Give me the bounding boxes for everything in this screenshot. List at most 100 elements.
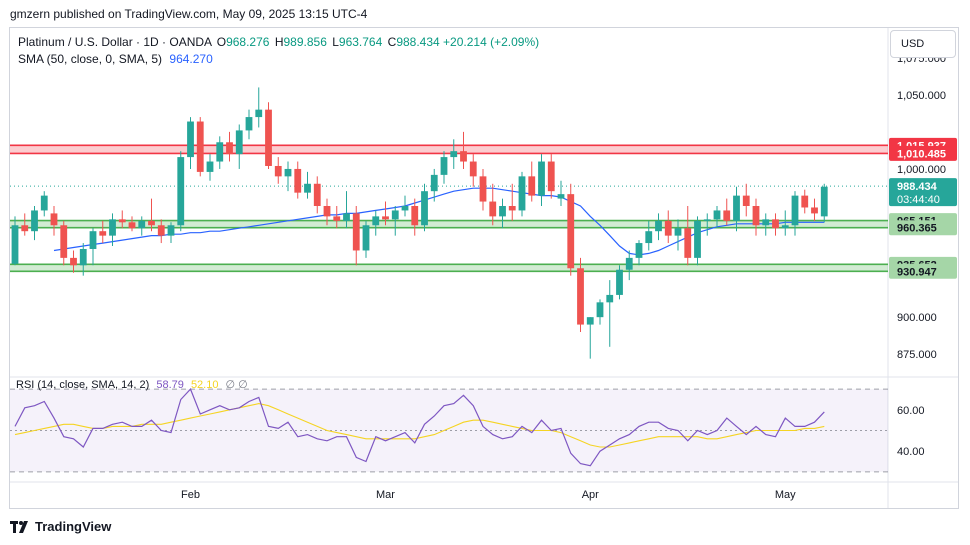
candle-body[interactable] [391,210,399,220]
candle-body[interactable] [772,219,779,229]
rsi-ma-line [14,403,825,448]
candle-body[interactable] [284,168,292,177]
candle-body[interactable] [118,219,126,223]
candle-body[interactable] [499,206,506,217]
candle-body[interactable] [60,225,68,258]
candle-body[interactable] [791,195,799,226]
candle-body[interactable] [333,216,341,221]
candle-body[interactable] [148,220,155,226]
candle-body[interactable] [157,225,165,236]
candle-body[interactable] [362,225,370,251]
candle-body[interactable] [187,121,194,158]
candle-body[interactable] [226,142,233,155]
rsi-value: 58.79 [156,379,184,391]
candle-body[interactable] [274,165,282,177]
change-value: +20.214 (+2.09%) [443,35,540,49]
candle-body[interactable] [820,186,828,217]
candle-body[interactable] [645,231,653,244]
candle-body[interactable] [31,210,38,232]
symbol-legend[interactable]: Platinum / U.S. Dollar · 1D · OANDA O968… [18,35,539,49]
candle-body[interactable] [294,168,302,193]
candle-body[interactable] [206,161,214,172]
candle-body[interactable] [674,228,682,236]
candle-body[interactable] [469,161,477,177]
candle-body[interactable] [723,210,731,221]
candle-body[interactable] [567,194,575,269]
rsi-extra: ∅ ∅ [225,379,248,391]
candle-body[interactable] [538,161,545,196]
candle-body[interactable] [450,151,458,158]
candle-body[interactable] [586,317,594,325]
time-axis: Feb Mar Apr May [181,489,796,501]
high-value: 989.856 [283,35,327,49]
candle-body[interactable] [430,174,438,192]
candle-body[interactable] [557,194,565,199]
candle-body[interactable] [762,219,770,226]
candle-body[interactable] [596,302,604,318]
candle-body[interactable] [216,142,224,162]
candle-body[interactable] [382,216,389,220]
candle-body[interactable] [99,231,107,236]
candles [11,87,828,359]
candle-body[interactable] [577,268,584,325]
candle-body[interactable] [547,161,555,192]
currency-selector[interactable]: USD [890,30,956,58]
candle-body[interactable] [655,220,662,232]
candle-body[interactable] [313,183,321,206]
candle-body[interactable] [196,121,204,172]
price-tick-label: 900.000 [897,312,937,324]
rsi-legend[interactable]: RSI (14, close, SMA, 14, 2) 58.79 52.10 … [16,378,248,391]
candle-body[interactable] [50,213,58,226]
candle-body[interactable] [11,225,19,264]
candle-body[interactable] [713,210,721,220]
candle-body[interactable] [508,206,516,211]
candle-body[interactable] [733,195,740,221]
candle-body[interactable] [128,222,136,229]
candle-body[interactable] [801,195,809,208]
candle-body[interactable] [460,151,467,162]
candle-body[interactable] [479,176,487,202]
candle-body[interactable] [625,257,633,270]
candle-body[interactable] [528,176,536,196]
candle-body[interactable] [21,225,29,232]
candle-body[interactable] [703,219,711,221]
candle-body[interactable] [89,231,97,249]
candle-body[interactable] [70,257,77,266]
candle-body[interactable] [664,220,672,236]
candle-body[interactable] [411,206,419,226]
candle-body[interactable] [372,216,380,226]
candle-body[interactable] [489,201,497,217]
candle-body[interactable] [40,195,48,211]
candle-body[interactable] [811,207,818,214]
candle-body[interactable] [323,206,331,217]
candle-body[interactable] [781,225,789,229]
candle-body[interactable] [167,225,175,236]
candle-body[interactable] [235,130,243,155]
candle-body[interactable] [616,269,623,295]
candle-body[interactable] [79,248,87,266]
candle-body[interactable] [606,294,614,303]
candle-body[interactable] [265,109,272,166]
candle-body[interactable] [304,183,311,193]
candle-body[interactable] [694,220,701,258]
candle-body[interactable] [518,176,526,211]
candle-body[interactable] [245,117,253,131]
candle-body[interactable] [752,206,760,226]
candle-body[interactable] [109,219,116,236]
sma-legend[interactable]: SMA (50, close, 0, SMA, 5) 964.270 [18,52,213,66]
candle-body[interactable] [255,109,263,118]
candle-body[interactable] [177,157,185,226]
candle-body[interactable] [684,228,692,258]
close-label: C [387,35,397,49]
candle-body[interactable] [742,195,750,206]
candle-body[interactable] [635,243,643,258]
publish-info: gmzern published on TradingView.com, May… [10,7,368,21]
rsi-label: RSI (14, close, SMA, 14, 2) [16,379,150,391]
candle-body[interactable] [440,157,448,175]
candle-body[interactable] [421,191,428,226]
candle-body[interactable] [343,213,350,221]
candle-body[interactable] [138,220,146,229]
candle-body[interactable] [352,213,360,251]
candle-body[interactable] [401,206,409,211]
